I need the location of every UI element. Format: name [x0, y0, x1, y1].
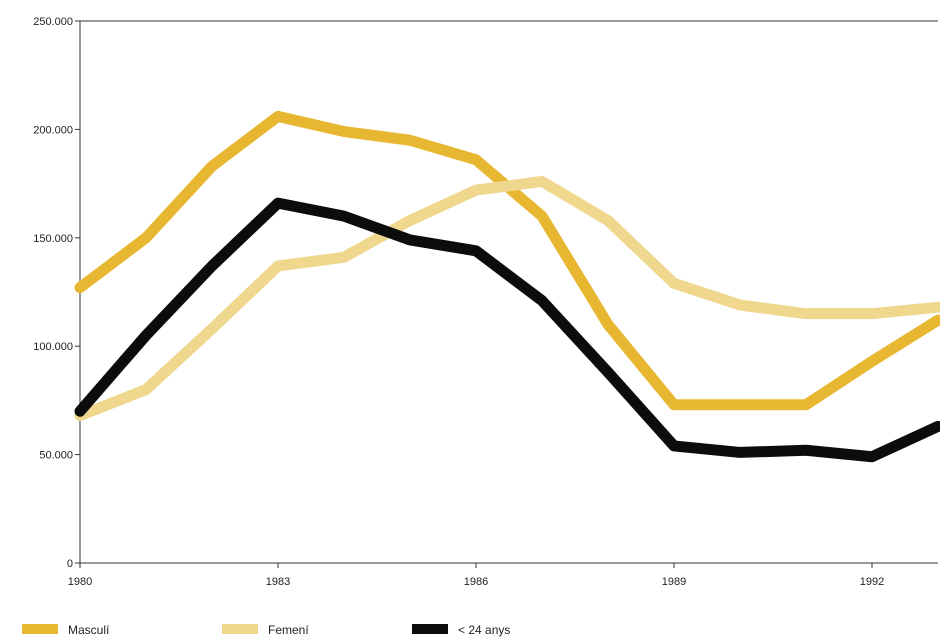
x-tick-label: 1989 [662, 576, 686, 588]
x-tick-label: 1986 [464, 576, 488, 588]
x-tick-label: 1992 [860, 576, 884, 588]
legend-label: Masculí [68, 623, 110, 637]
y-tick-label: 100.000 [33, 341, 73, 353]
series-line-1 [74, 110, 940, 411]
legend-label: Femení [268, 623, 309, 637]
x-axis-ticks: 1980 1983 1986 1989 1992 [68, 563, 884, 588]
legend-label: < 24 anys [458, 623, 510, 637]
y-axis-ticks: 0 50.000 100.000 150.000 200.000 250.000 [33, 16, 80, 570]
x-tick-label: 1983 [266, 576, 290, 588]
y-tick-label: 250.000 [33, 16, 73, 28]
legend-swatch [222, 624, 258, 634]
series-line-2 [74, 175, 940, 422]
legend: Masculí Femení < 24 anys [22, 623, 510, 637]
x-tick-label: 1980 [68, 576, 92, 588]
legend-swatch [22, 624, 58, 634]
y-tick-label: 150.000 [33, 233, 73, 245]
y-tick-label: 200.000 [33, 124, 73, 136]
y-tick-label: 0 [67, 558, 73, 570]
series-line-3 [74, 197, 940, 463]
series-layer [74, 110, 940, 463]
y-tick-label: 50.000 [39, 450, 73, 462]
legend-swatch [412, 624, 448, 634]
chart-axes [79, 20, 938, 564]
